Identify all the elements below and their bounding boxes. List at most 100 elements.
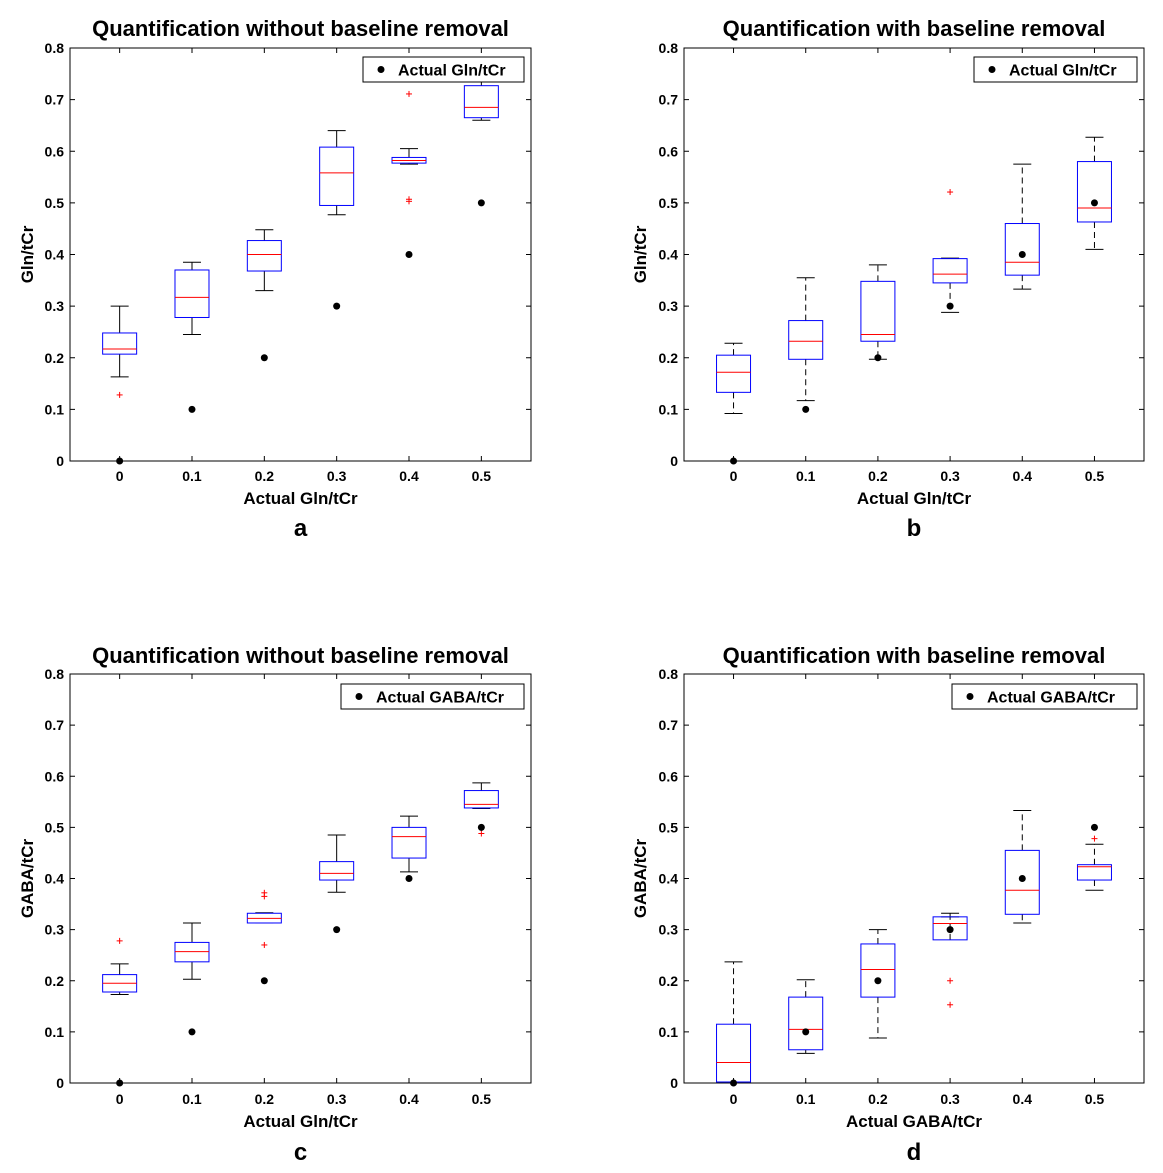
- panel-letter: b: [907, 515, 922, 542]
- box-iqr: [860, 280, 896, 342]
- chart-title: Quantification without baseline removal: [92, 643, 509, 668]
- x-tick-label: 0.3: [327, 468, 347, 484]
- outlier-marker: [478, 830, 485, 837]
- y-tick-label: 0.8: [659, 666, 679, 682]
- actual-point: [874, 354, 882, 362]
- box-iqr: [102, 332, 138, 355]
- y-tick-label: 0.4: [45, 871, 65, 887]
- x-tick-label: 0.4: [399, 1091, 419, 1107]
- actual-point: [405, 875, 413, 882]
- box-iqr: [1076, 864, 1112, 881]
- box-0.3: [319, 834, 355, 893]
- x-tick-label: 0.1: [796, 468, 816, 484]
- actual-point: [1090, 199, 1098, 207]
- x-tick-label: 0.2: [868, 1091, 888, 1107]
- x-tick-label: 0.3: [940, 468, 960, 484]
- box-0.4: [1004, 163, 1040, 290]
- actual-point: [333, 302, 341, 310]
- y-tick-label: 0.6: [45, 143, 65, 159]
- box-iqr: [391, 826, 427, 859]
- y-tick-label: 0.5: [45, 819, 65, 835]
- y-tick-label: 0.3: [659, 922, 679, 938]
- x-tick-label: 0.3: [940, 1091, 960, 1107]
- y-axis-label: Gln/tCr: [18, 225, 37, 283]
- x-tick-label: 0: [730, 468, 738, 484]
- box-iqr: [716, 1023, 752, 1083]
- actual-point: [116, 457, 124, 465]
- box-iqr: [463, 85, 499, 119]
- actual-point: [730, 1079, 738, 1087]
- y-axis-label: GABA/tCr: [18, 838, 37, 918]
- actual-point: [405, 251, 413, 258]
- y-tick-label: 0.1: [45, 401, 65, 417]
- x-tick-label: 0: [116, 468, 124, 484]
- y-tick-label: 0: [670, 1075, 678, 1091]
- box-0.2: [246, 889, 282, 948]
- legend-marker: [988, 66, 996, 73]
- actual-point: [874, 977, 882, 985]
- legend-label: Actual Gln/tCr: [1009, 63, 1117, 80]
- legend-marker: [355, 693, 363, 700]
- x-tick-label: 0.2: [255, 1091, 275, 1107]
- x-tick-label: 0.4: [1013, 1091, 1033, 1107]
- outlier-marker: [947, 189, 954, 196]
- box-iqr: [788, 996, 824, 1051]
- panel-letter: a: [294, 515, 308, 542]
- actual-point: [802, 405, 810, 413]
- legend-marker: [377, 66, 385, 73]
- box-iqr: [174, 941, 210, 963]
- y-tick-label: 0: [56, 1075, 64, 1091]
- y-tick-label: 0.1: [45, 1024, 65, 1040]
- box-0.1: [174, 922, 210, 980]
- actual-point: [946, 302, 954, 310]
- y-tick-label: 0.5: [659, 195, 679, 211]
- panel-letter: c: [294, 1139, 307, 1166]
- y-tick-label: 0.2: [45, 350, 65, 366]
- x-tick-label: 0.1: [182, 468, 202, 484]
- box-iqr: [788, 320, 824, 360]
- y-tick-label: 0.4: [659, 871, 679, 887]
- x-tick-label: 0.5: [1085, 1091, 1105, 1107]
- x-tick-label: 0: [730, 1091, 738, 1107]
- plot-frame: [683, 673, 1145, 1084]
- outlier-marker: [1091, 835, 1098, 842]
- legend: Actual Gln/tCr: [973, 56, 1138, 83]
- box-iqr: [319, 146, 355, 206]
- y-tick-label: 0: [670, 453, 678, 469]
- x-axis-label: Actual Gln/tCr: [857, 489, 972, 508]
- actual-point: [802, 1028, 810, 1036]
- y-axis-label: GABA/tCr: [631, 838, 650, 918]
- box-iqr: [1004, 223, 1040, 276]
- x-tick-label: 0.5: [1085, 468, 1105, 484]
- box-0: [102, 305, 138, 398]
- y-tick-label: 0.5: [659, 819, 679, 835]
- legend: Actual GABA/tCr: [951, 683, 1138, 710]
- box-0.2: [860, 264, 896, 360]
- legend-frame: [951, 683, 1138, 710]
- actual-point: [477, 199, 485, 207]
- panel-a: Quantification without baseline removal 0…: [18, 16, 532, 542]
- y-axis-label: Gln/tCr: [631, 225, 650, 283]
- panel-b: Quantification with baseline removal 0 0.1…: [631, 16, 1145, 542]
- actual-point: [260, 354, 268, 362]
- panel-c: Quantification without baseline removal 0…: [18, 643, 532, 1166]
- plot-frame: [69, 47, 532, 462]
- box-iqr: [463, 790, 499, 809]
- y-tick-label: 0.4: [659, 247, 679, 263]
- x-tick-label: 0.4: [399, 468, 419, 484]
- panel-d: Quantification with baseline removal 0 0.1…: [631, 643, 1145, 1166]
- outlier-marker: [406, 90, 413, 97]
- y-tick-label: 0: [56, 453, 64, 469]
- box-0.4: [391, 815, 427, 873]
- legend: Actual Gln/tCr: [362, 56, 525, 83]
- box-0.5: [463, 782, 499, 837]
- x-tick-label: 0.1: [796, 1091, 816, 1107]
- y-tick-label: 0.7: [659, 717, 679, 733]
- panel-letter: d: [907, 1139, 922, 1166]
- y-tick-label: 0.7: [45, 717, 65, 733]
- box-0.4: [1004, 810, 1040, 924]
- x-tick-label: 0.3: [327, 1091, 347, 1107]
- y-tick-label: 0.3: [659, 298, 679, 314]
- actual-point: [946, 926, 954, 934]
- legend-label: Actual GABA/tCr: [987, 690, 1115, 707]
